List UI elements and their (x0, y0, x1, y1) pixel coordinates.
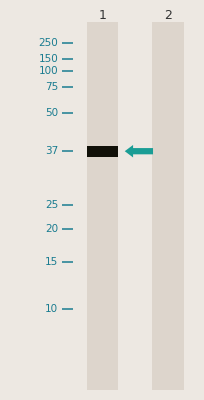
Text: 10: 10 (45, 304, 58, 314)
Text: 20: 20 (45, 224, 58, 234)
Text: 50: 50 (45, 108, 58, 118)
Text: 150: 150 (39, 54, 58, 64)
Text: 25: 25 (45, 200, 58, 210)
Text: 15: 15 (45, 257, 58, 267)
Text: 2: 2 (163, 9, 171, 22)
Bar (86, 146, 118, 157)
Text: 100: 100 (39, 66, 58, 76)
Text: 75: 75 (45, 82, 58, 92)
Bar (86, 22, 118, 390)
Text: 250: 250 (39, 38, 58, 48)
Bar (151, 22, 183, 390)
Text: 37: 37 (45, 146, 58, 156)
Text: 1: 1 (98, 9, 106, 22)
